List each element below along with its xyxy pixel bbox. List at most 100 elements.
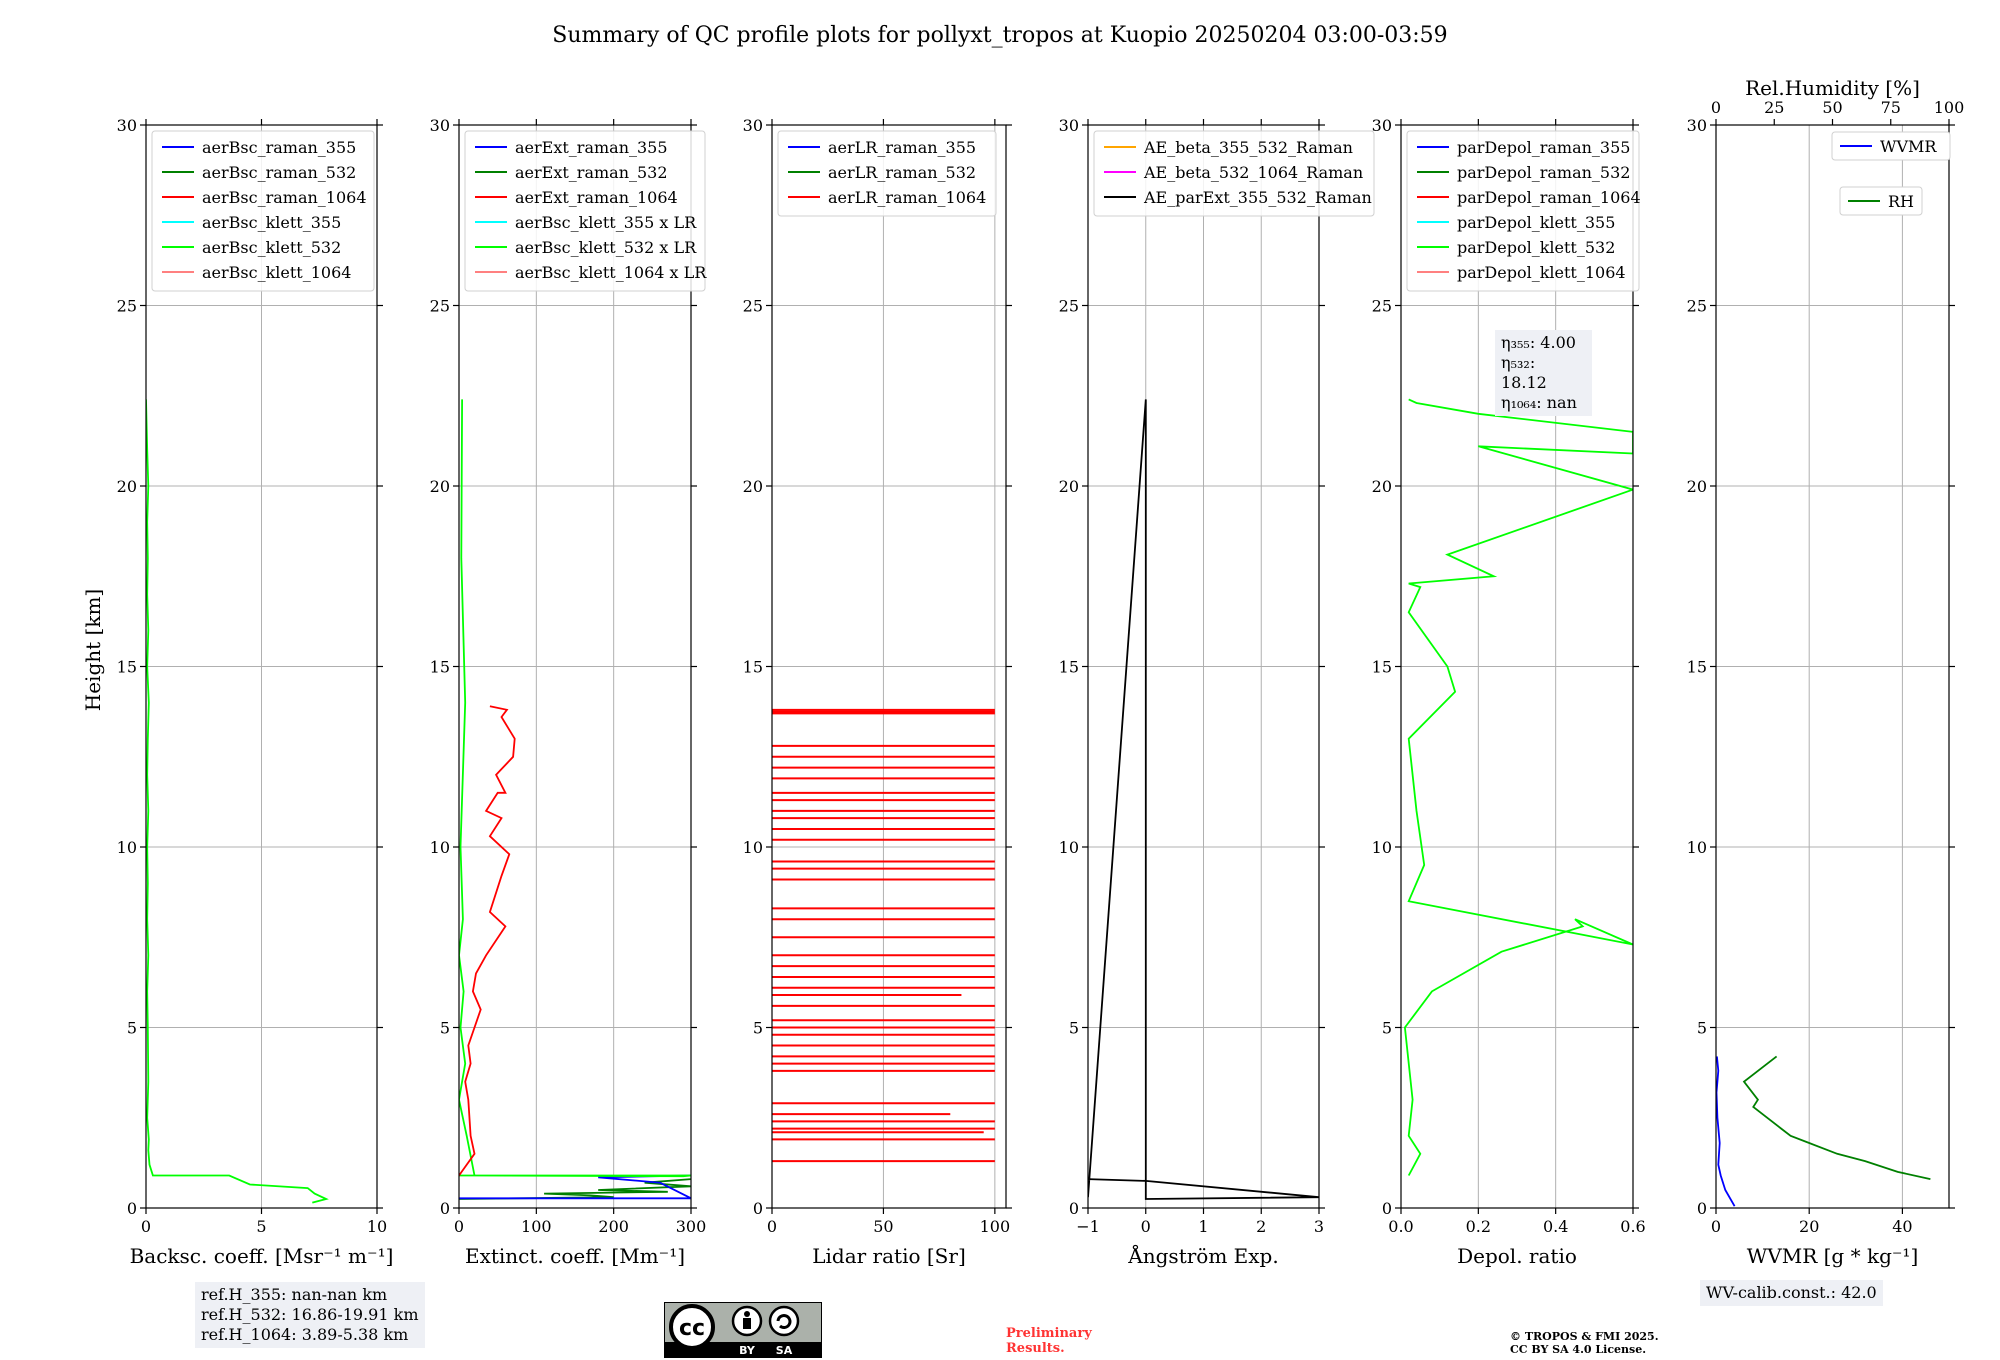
series-group-ext [459, 399, 691, 1200]
x-axis-label-ext: Extinct. coeff. [Mm⁻¹] [465, 1244, 685, 1268]
y-tick-label: 0 [1382, 1199, 1392, 1218]
legend-label-aerBsc_klett_532 x LR: aerBsc_klett_532 x LR [515, 238, 697, 257]
figure-title: Summary of QC profile plots for pollyxt_… [552, 23, 1447, 48]
axes-frame-dep [1400, 124, 1634, 1209]
cc-by-sa-license-badge: cc BY SA [664, 1302, 822, 1358]
y-tick-label: 30 [743, 116, 763, 135]
legend-label-parDepol_klett_532: parDepol_klett_532 [1457, 238, 1615, 257]
legend-label-parDepol_klett_1064: parDepol_klett_1064 [1457, 263, 1626, 282]
x-axis-label-dep: Depol. ratio [1457, 1244, 1577, 1268]
sa-share-icon [768, 1305, 800, 1337]
axes-frame-bsc [145, 124, 378, 1209]
y-tick-label: 10 [430, 838, 450, 857]
x-tick-label: 0 [767, 1217, 777, 1236]
series-group-bsc [146, 399, 329, 1204]
legend-label-aerBsc_raman_1064: aerBsc_raman_1064 [202, 188, 367, 207]
x-tick-label: 0 [454, 1217, 464, 1236]
preliminary-line-1: Preliminary [1006, 1326, 1092, 1341]
y-tick-label: 30 [117, 116, 137, 135]
top-x-tick-label: 0 [1711, 98, 1721, 117]
legend-label-WVMR: WVMR [1880, 137, 1937, 156]
data-line-aerBsc_klett_532 [146, 399, 329, 1204]
legend-box-dep [1406, 130, 1640, 292]
panel-bsc: 0 5 10 15 20 25 30 0 5 10 Backsc. coeff. [Msr⁻¹ m⁻… [117, 116, 394, 1268]
series-group-lr [772, 708, 995, 1163]
y-tick-label: 0 [440, 1199, 450, 1218]
x-tick-label: 100 [980, 1217, 1011, 1236]
y-tick-label: 15 [743, 658, 763, 677]
legend-label-AE_parExt_355_532_Raman: AE_parExt_355_532_Raman [1143, 188, 1372, 207]
data-line-parDepol_klett_532 [1403, 398, 1633, 1176]
data-line-aerExt_raman_532 [459, 1178, 691, 1200]
y-tick-label: 20 [430, 477, 450, 496]
y-tick-label: 0 [127, 1199, 137, 1218]
y-tick-label: 10 [1372, 838, 1392, 857]
reference-heights-box: ref.H_355: nan-nan km ref.H_532: 16.86-1… [195, 1282, 425, 1348]
top-axis-label: Rel.Humidity [%] [1745, 76, 1920, 100]
y-tick-label: 5 [753, 1019, 763, 1038]
y-tick-label: 25 [1687, 297, 1707, 316]
axes-frame-wv [1715, 124, 1950, 1209]
copyright-note: © TROPOS & FMI 2025. CC BY SA 4.0 Licens… [1510, 1330, 1659, 1356]
x-tick-label: 3 [1314, 1217, 1324, 1236]
legend-label-aerExt_raman_1064: aerExt_raman_1064 [515, 188, 678, 207]
y-tick-label: 5 [1697, 1019, 1707, 1038]
y-tick-label: 5 [127, 1019, 137, 1038]
x-tick-label: 0.6 [1620, 1217, 1645, 1236]
y-tick-label: 15 [1372, 658, 1392, 677]
copyright-line-1: © TROPOS & FMI 2025. [1510, 1330, 1659, 1343]
y-tick-label: 30 [1687, 116, 1707, 135]
series-group-wv [1716, 1055, 1931, 1207]
y-tick-label: 25 [743, 297, 763, 316]
top-x-tick-label: 25 [1764, 98, 1784, 117]
y-tick-label: 15 [430, 658, 450, 677]
x-tick-label: 200 [598, 1217, 629, 1236]
axes-frame-ext [458, 124, 692, 1209]
y-tick-label: 25 [430, 297, 450, 316]
axes-frame-lr [771, 124, 1007, 1209]
legend-box-WVMR [1831, 131, 1951, 161]
y-tick-label: 15 [1059, 658, 1079, 677]
data-line-RH [1742, 1055, 1931, 1180]
panel-lr: 0 5 10 15 20 25 30 0 50 100 Lidar ratio [Sr] aerLR_… [743, 116, 1012, 1268]
preliminary-line-2: Results. [1006, 1341, 1065, 1356]
y-tick-label: 30 [430, 116, 450, 135]
legend-box-bsc [151, 130, 375, 292]
legend-label-AE_beta_355_532_Raman: AE_beta_355_532_Raman [1143, 138, 1353, 157]
x-tick-label: 0.4 [1543, 1217, 1568, 1236]
series-group-ae [1088, 399, 1319, 1200]
x-axis-label-wv: WVMR [g * kg⁻¹] [1747, 1244, 1919, 1268]
series-group-dep [1403, 398, 1633, 1176]
y-tick-label: 20 [1687, 477, 1707, 496]
data-line-AE_parExt_355_532_Raman [1088, 399, 1319, 1200]
y-tick-label: 30 [1372, 116, 1392, 135]
y-tick-label: 15 [1687, 658, 1707, 677]
legend-label-aerExt_raman_532: aerExt_raman_532 [515, 163, 668, 182]
legend-label-parDepol_klett_355: parDepol_klett_355 [1457, 213, 1615, 232]
y-tick-label: 5 [440, 1019, 450, 1038]
legend-label-AE_beta_532_1064_Raman: AE_beta_532_1064_Raman [1143, 163, 1363, 182]
y-tick-label: 0 [753, 1199, 763, 1218]
ref-height-1064-text: ref.H_1064: 3.89-5.38 km [201, 1325, 409, 1344]
y-tick-label: 0 [1697, 1199, 1707, 1218]
ref-height-532-text: ref.H_532: 16.86-19.91 km [201, 1305, 419, 1324]
legend-label-aerBsc_klett_1064: aerBsc_klett_1064 [202, 263, 351, 282]
x-axis-label-lr: Lidar ratio [Sr] [812, 1244, 966, 1268]
wv-calibration-box: WV-calib.const.: 42.0 [1700, 1280, 1883, 1306]
legend-box-ext [464, 130, 706, 292]
legend-label-aerLR_raman_1064: aerLR_raman_1064 [828, 188, 986, 207]
legend-label-parDepol_raman_532: parDepol_raman_532 [1457, 163, 1630, 182]
y-tick-label: 10 [117, 838, 137, 857]
by-person-body [743, 1318, 751, 1329]
x-tick-label: 0.0 [1388, 1217, 1413, 1236]
badge-sa-text: SA [776, 1344, 793, 1357]
y-tick-label: 5 [1069, 1019, 1079, 1038]
top-x-tick-label: 100 [1934, 98, 1965, 117]
cc-icon [669, 1304, 715, 1350]
legend-label-RH: RH [1888, 192, 1914, 211]
y-axis-label: Height [km] [81, 589, 105, 711]
legend-label-aerBsc_raman_355: aerBsc_raman_355 [202, 138, 356, 157]
